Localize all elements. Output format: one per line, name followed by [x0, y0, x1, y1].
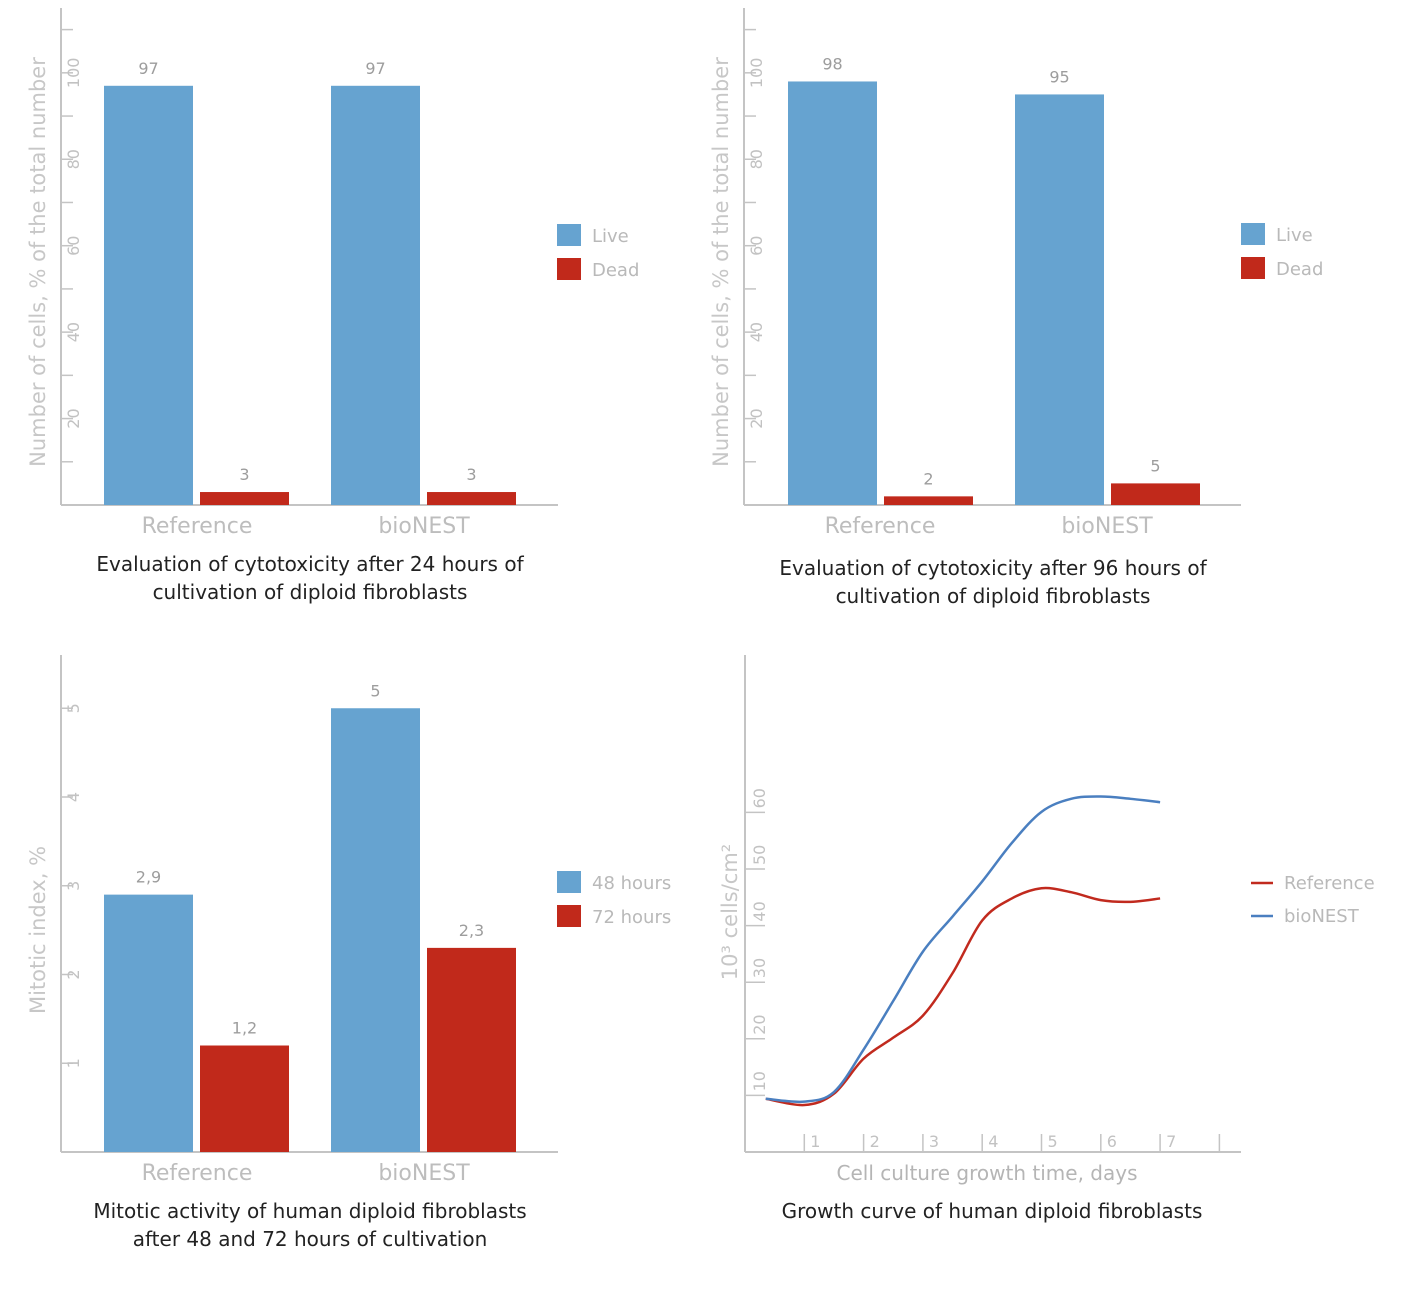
chart-3-value-label: 5	[370, 681, 380, 700]
chart-4-x-tick-label: 2	[870, 1132, 880, 1151]
chart-1-tick-label: 100	[64, 58, 83, 89]
chart-2-value-label: 95	[1049, 67, 1069, 86]
chart-2-tick-label: 100	[747, 58, 766, 89]
chart-3-legend-swatch	[557, 871, 581, 893]
chart-3-value-label: 2,3	[459, 921, 484, 940]
chart-2-value-label: 98	[822, 54, 842, 73]
chart-2-tick-label: 40	[747, 322, 766, 342]
chart-1-bar	[427, 492, 516, 505]
chart-3-bar	[427, 947, 516, 1152]
chart-4-x-tick-label: 7	[1166, 1132, 1176, 1151]
chart-1-value-label: 97	[365, 59, 385, 78]
chart-cytotoxicity-24h: Number of cells, % of the total number E…	[26, 8, 639, 604]
chart-growth-curve: 10³ cells/cm² Cell culture growth time, …	[718, 655, 1375, 1223]
chart-4-series-line-reference	[765, 886, 1161, 1107]
chart-2-bar	[1111, 483, 1200, 505]
chart-4-ylabel: 10³ cells/cm²	[718, 844, 742, 980]
chart-1-tick-label: 20	[64, 408, 83, 428]
chart-2-legend-label: Live	[1276, 225, 1313, 246]
chart-2-tick-label: 80	[747, 149, 766, 169]
chart-2-value-label: 2	[923, 469, 933, 488]
chart-4-x-tick-label: 1	[810, 1132, 820, 1151]
chart-3-value-label: 2,9	[136, 868, 161, 887]
chart-4-tick-label: 50	[750, 845, 769, 865]
chart-2-bar	[788, 81, 877, 505]
chart-1-legend-swatch	[557, 258, 581, 280]
chart-4-legend-label: Reference	[1284, 873, 1375, 894]
chart-3-ylabel: Mitotic index, %	[26, 846, 50, 1014]
chart-1-bar	[331, 85, 420, 505]
chart-4-x-tick-label: 3	[929, 1132, 939, 1151]
chart-2-legend-swatch	[1241, 223, 1265, 245]
chart-4-tick-label: 60	[750, 788, 769, 808]
chart-4-caption: Growth curve of human diploid fibroblast…	[782, 1199, 1203, 1223]
chart-3-caption-line-2: after 48 and 72 hours of cultivation	[133, 1227, 488, 1251]
chart-3-category-label: Reference	[142, 1161, 253, 1186]
chart-4-tick-label: 10	[750, 1071, 769, 1091]
chart-4-tick-label: 20	[750, 1014, 769, 1034]
chart-3-bar	[331, 708, 420, 1152]
chart-4-series-line-bionest	[765, 795, 1161, 1104]
chart-cytotoxicity-96h: Number of cells, % of the total number E…	[709, 8, 1323, 608]
chart-1-legend-label: Dead	[592, 260, 639, 281]
chart-1-tick-label: 80	[64, 149, 83, 169]
chart-3-caption-line-1: Mitotic activity of human diploid fibrob…	[93, 1199, 526, 1223]
chart-2-category-label: Reference	[825, 514, 936, 539]
chart-3-legend-swatch	[557, 905, 581, 927]
chart-3-legend-label: 72 hours	[592, 907, 671, 928]
chart-4-x-tick-label: 6	[1107, 1132, 1117, 1151]
chart-1-tick-label: 40	[64, 322, 83, 342]
chart-4-x-tick-label: 5	[1048, 1132, 1058, 1151]
chart-2-caption-line-1: Evaluation of cytotoxicity after 96 hour…	[779, 556, 1207, 580]
chart-mitotic-activity: Mitotic index, % Mitotic activity of hum…	[26, 655, 671, 1251]
chart-4-legend-label: bioNEST	[1284, 906, 1360, 927]
chart-1-bar	[200, 492, 289, 505]
chart-4-xlabel: Cell culture growth time, days	[837, 1161, 1138, 1185]
chart-4-tick-label: 40	[750, 901, 769, 921]
chart-4-tick-label: 30	[750, 958, 769, 978]
chart-3-bar	[200, 1045, 289, 1152]
chart-3-bar	[104, 894, 193, 1152]
chart-1-value-label: 97	[138, 59, 158, 78]
chart-2-bar	[884, 496, 973, 505]
chart-3-value-label: 1,2	[232, 1019, 257, 1038]
chart-2-tick-label: 20	[747, 408, 766, 428]
chart-2-category-label: bioNEST	[1061, 514, 1153, 539]
chart-1-category-label: Reference	[142, 514, 253, 539]
chart-3-tick-label: 3	[64, 881, 83, 891]
chart-1-bar	[104, 85, 193, 505]
chart-2-ylabel: Number of cells, % of the total number	[709, 57, 733, 467]
chart-1-legend-label: Live	[592, 226, 629, 247]
chart-2-tick-label: 60	[747, 236, 766, 256]
chart-3-tick-label: 5	[64, 703, 83, 713]
chart-2-legend-label: Dead	[1276, 259, 1323, 280]
chart-1-caption-line-1: Evaluation of cytotoxicity after 24 hour…	[96, 552, 524, 576]
chart-1-category-label: bioNEST	[378, 514, 470, 539]
chart-2-legend-swatch	[1241, 257, 1265, 279]
chart-3-category-label: bioNEST	[378, 1161, 470, 1186]
chart-1-caption-line-2: cultivation of diploid fibroblasts	[153, 580, 468, 604]
chart-3-tick-label: 4	[64, 792, 83, 802]
chart-2-bar	[1015, 94, 1104, 505]
chart-4-x-tick-label: 4	[988, 1132, 998, 1151]
chart-1-value-label: 3	[239, 465, 249, 484]
chart-3-tick-label: 2	[64, 969, 83, 979]
chart-1-tick-label: 60	[64, 236, 83, 256]
chart-3-legend-label: 48 hours	[592, 873, 671, 894]
chart-1-ylabel: Number of cells, % of the total number	[26, 57, 50, 467]
chart-1-legend-swatch	[557, 224, 581, 246]
chart-3-tick-label: 1	[64, 1058, 83, 1068]
chart-1-value-label: 3	[466, 465, 476, 484]
chart-2-caption-line-2: cultivation of diploid fibroblasts	[836, 584, 1151, 608]
chart-2-value-label: 5	[1150, 456, 1160, 475]
